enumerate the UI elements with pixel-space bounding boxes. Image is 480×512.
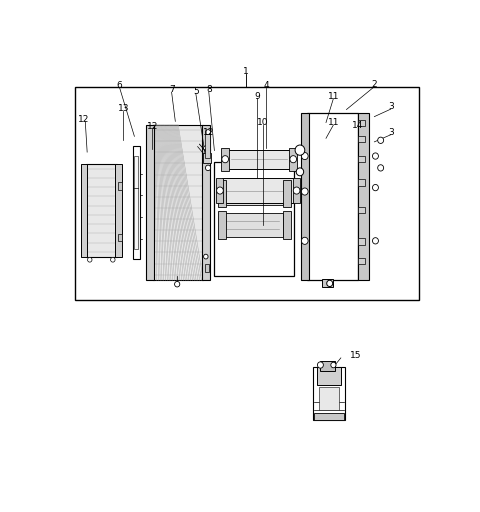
Bar xyxy=(205,134,210,158)
Bar xyxy=(224,182,283,205)
Text: 1: 1 xyxy=(243,67,249,76)
Bar xyxy=(359,120,365,126)
Circle shape xyxy=(317,362,324,368)
Bar xyxy=(146,124,155,280)
Circle shape xyxy=(205,130,211,135)
Bar xyxy=(319,387,339,410)
Bar xyxy=(153,124,203,280)
Bar xyxy=(307,113,358,280)
Bar xyxy=(202,124,210,280)
Bar xyxy=(218,211,226,239)
Bar xyxy=(359,136,365,142)
Bar xyxy=(115,164,122,257)
Circle shape xyxy=(331,362,336,368)
Bar xyxy=(359,156,365,162)
Text: 5: 5 xyxy=(193,87,199,96)
Text: 15: 15 xyxy=(350,351,361,359)
Bar xyxy=(293,178,300,203)
Circle shape xyxy=(372,184,378,191)
Text: 11: 11 xyxy=(328,92,339,101)
Bar xyxy=(359,239,365,245)
Text: 2: 2 xyxy=(372,80,377,89)
Circle shape xyxy=(204,146,208,151)
Bar xyxy=(358,113,369,280)
Bar xyxy=(314,413,344,420)
Text: 10: 10 xyxy=(257,118,268,127)
Text: 3: 3 xyxy=(388,102,394,111)
Bar xyxy=(203,153,211,163)
Text: 12: 12 xyxy=(146,121,158,131)
Circle shape xyxy=(205,165,211,170)
Bar xyxy=(216,178,223,203)
Text: 8: 8 xyxy=(206,86,212,94)
Circle shape xyxy=(110,258,115,262)
Bar xyxy=(75,87,419,300)
Bar xyxy=(133,156,139,249)
Circle shape xyxy=(222,156,228,163)
Bar xyxy=(317,367,341,385)
Bar xyxy=(359,207,365,213)
Bar xyxy=(218,180,226,207)
Circle shape xyxy=(296,168,304,176)
Circle shape xyxy=(295,145,305,155)
Text: 13: 13 xyxy=(118,104,129,113)
Text: 12: 12 xyxy=(78,115,89,124)
Circle shape xyxy=(87,258,92,262)
Text: 4: 4 xyxy=(264,81,269,91)
Circle shape xyxy=(175,282,180,287)
Circle shape xyxy=(372,153,378,159)
Bar xyxy=(283,211,290,239)
Circle shape xyxy=(290,156,297,163)
Bar xyxy=(359,179,365,186)
Text: 7: 7 xyxy=(169,86,174,94)
Bar xyxy=(81,164,87,257)
Bar xyxy=(283,180,290,207)
Bar xyxy=(321,361,335,371)
Bar xyxy=(215,162,294,276)
Bar xyxy=(119,182,122,189)
Circle shape xyxy=(327,280,333,287)
Text: 6: 6 xyxy=(117,80,122,90)
Circle shape xyxy=(204,254,208,259)
Bar xyxy=(86,164,117,257)
Bar xyxy=(322,279,334,287)
Text: 11: 11 xyxy=(328,118,339,127)
Text: 3: 3 xyxy=(388,128,394,137)
Circle shape xyxy=(372,238,378,244)
Circle shape xyxy=(293,187,300,194)
Text: 9: 9 xyxy=(254,92,260,101)
Circle shape xyxy=(378,165,384,171)
Circle shape xyxy=(378,137,384,143)
Bar xyxy=(224,213,283,237)
Bar xyxy=(132,146,140,259)
Bar xyxy=(205,265,209,272)
Bar xyxy=(313,367,345,420)
Bar xyxy=(228,150,290,168)
Bar xyxy=(289,148,297,170)
Bar xyxy=(359,258,365,265)
Bar xyxy=(119,233,122,241)
Circle shape xyxy=(301,153,308,160)
Circle shape xyxy=(216,187,223,194)
Circle shape xyxy=(301,237,308,244)
Bar xyxy=(300,113,309,280)
Text: 14: 14 xyxy=(352,121,363,130)
Circle shape xyxy=(301,188,308,195)
Text: 12: 12 xyxy=(203,128,215,137)
Circle shape xyxy=(205,147,211,153)
Bar xyxy=(221,148,229,170)
Bar xyxy=(222,178,294,203)
